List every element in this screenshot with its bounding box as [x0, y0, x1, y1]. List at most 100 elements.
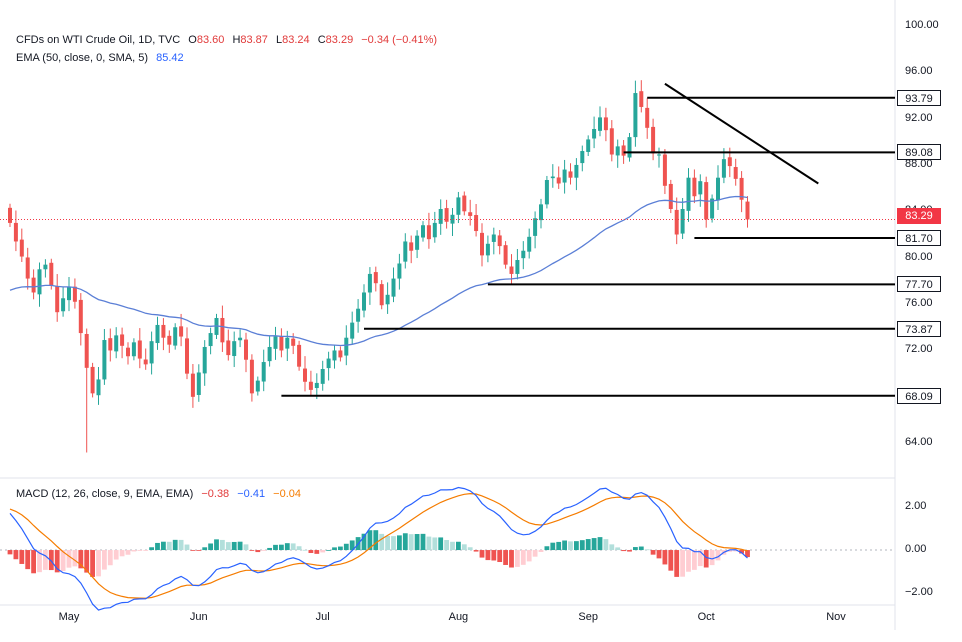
macd-hist-bar [461, 544, 467, 551]
candle [279, 328, 284, 358]
macd-hist-bar [579, 540, 585, 551]
macd-hist-bar [515, 550, 520, 567]
candle [143, 348, 148, 370]
candle [745, 196, 750, 228]
candle [43, 259, 48, 278]
close-value: 83.29 [325, 34, 354, 46]
macd-hist-bar [137, 550, 143, 551]
macd-hist-bar [473, 550, 479, 552]
macd-hist-bar [373, 530, 379, 551]
macd-hist-bar [591, 538, 597, 551]
macd-hist-bar [296, 546, 302, 551]
macd-hist-bar [420, 533, 426, 551]
time-tick-5: Oct [697, 611, 715, 623]
candle [61, 287, 66, 317]
candle [633, 80, 638, 147]
candle [568, 163, 573, 185]
candle [102, 329, 107, 385]
macd-hist-bar [633, 547, 638, 551]
macd-hist-bar [491, 550, 497, 561]
macd-hist-bar [503, 550, 508, 565]
macd-hist-bar [119, 550, 125, 557]
candle [539, 198, 543, 229]
macd-hist-bar [225, 542, 231, 551]
macd-hist-bar [467, 547, 473, 551]
candle [196, 364, 201, 402]
candle [574, 158, 579, 191]
macd-hist-bar [715, 550, 721, 561]
candle [710, 194, 715, 223]
candle [155, 316, 160, 350]
candle [468, 199, 473, 226]
macd-hist-bar [25, 550, 31, 570]
macd-hist-bar [184, 544, 190, 551]
candle [491, 227, 496, 255]
macd-hist-bar [556, 541, 562, 551]
macd-hist-bar [314, 550, 320, 554]
ema-value: 85.42 [156, 52, 184, 64]
candle [680, 197, 685, 240]
candle [403, 233, 408, 269]
last-price-tag: 83.29 [897, 208, 941, 224]
macd-hist-bar [7, 550, 13, 555]
candle [627, 133, 632, 162]
candle [550, 164, 555, 188]
price-tick-1: 96.00 [905, 65, 933, 78]
candle [409, 235, 414, 264]
candle [255, 376, 260, 396]
macd-hist-bar [338, 546, 343, 551]
time-tick-1: Jun [189, 611, 208, 623]
macd-hist-bar [284, 543, 290, 551]
candle [674, 197, 679, 245]
candle [521, 241, 526, 270]
price-legend: CFDs on WTI Crude Oil, 1D, TVC O83.60 H8… [16, 34, 442, 46]
macd-hist-bar [131, 550, 137, 552]
macd-hist-bar [172, 539, 178, 551]
macd-hist-bar [125, 550, 131, 555]
macd-hist-bar [615, 547, 621, 551]
candle [267, 335, 272, 367]
price-tick-0: 100.00 [905, 18, 939, 31]
candle [462, 191, 467, 216]
high-label: H [232, 34, 241, 46]
level-label-5: 68.09 [897, 387, 941, 404]
macd-hist-bar [456, 541, 461, 551]
candle [137, 328, 142, 369]
candle [232, 331, 237, 368]
candle [208, 327, 213, 355]
candle [72, 278, 77, 309]
macd-hist-bar [302, 549, 308, 551]
macd-hist-bar [367, 530, 373, 551]
candle [238, 329, 243, 348]
macd-hist-bar [255, 550, 261, 553]
macd-hist-bar [520, 550, 526, 565]
macd-hist-bar [402, 533, 408, 551]
macd-line-value: −0.41 [237, 488, 266, 500]
candle [426, 212, 431, 249]
macd-hist-bar [727, 550, 733, 552]
macd-hist-bar [656, 550, 662, 559]
macd-hist-bar [161, 541, 166, 551]
candle [533, 211, 538, 249]
macd-hist-bar [72, 550, 78, 567]
candle [373, 266, 378, 292]
macd-label: MACD (12, 26, close, 9, EMA, EMA) [16, 488, 194, 500]
macd-hist-bar [202, 547, 208, 551]
macd-hist-bar [231, 541, 237, 551]
close-label: C [317, 34, 326, 46]
candle [84, 328, 89, 453]
macd-hist-bar [385, 535, 390, 551]
candle [220, 305, 225, 352]
price-tick-9: 64.00 [905, 436, 933, 449]
level-label-1: 89.08 [897, 144, 941, 161]
macd-hist-bar [609, 544, 615, 551]
macd-hist-bar [391, 536, 396, 551]
candle [149, 331, 154, 375]
macd-hist-bar [432, 537, 438, 551]
candle [639, 80, 644, 113]
candle [456, 191, 461, 224]
level-label-4: 73.87 [897, 320, 941, 337]
macd-hist-bar [361, 533, 367, 551]
macd-hist-bar [155, 542, 160, 551]
